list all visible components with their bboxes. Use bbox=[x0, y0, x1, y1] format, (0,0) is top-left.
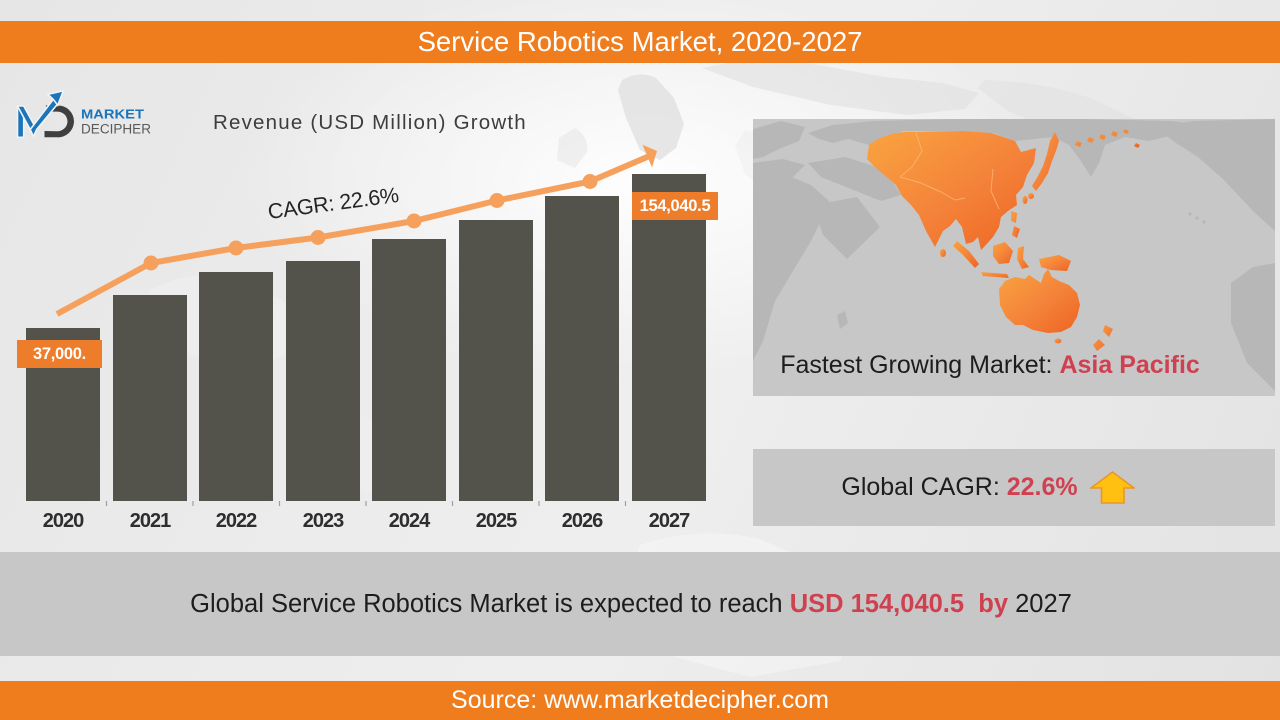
svg-text:MARKET: MARKET bbox=[81, 107, 144, 122]
svg-text:DECIPHER: DECIPHER bbox=[81, 122, 151, 137]
